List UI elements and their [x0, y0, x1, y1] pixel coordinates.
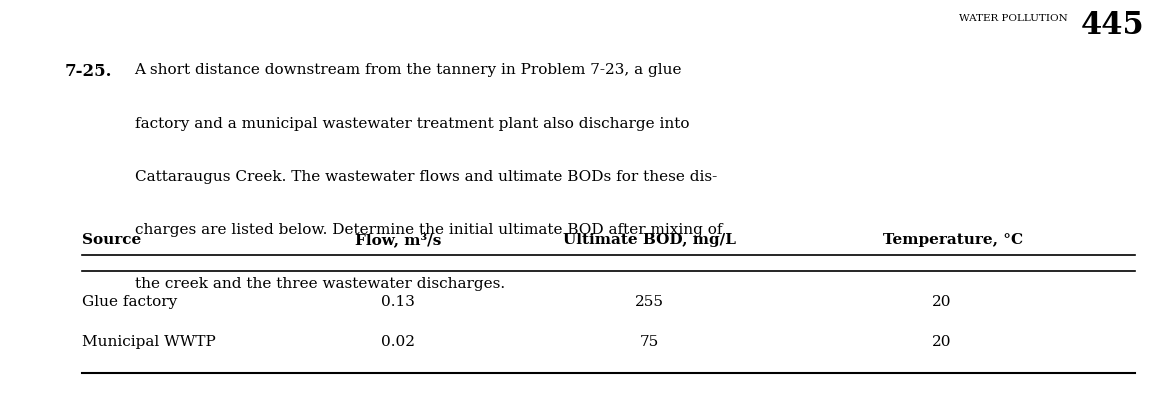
Text: Flow, m³/s: Flow, m³/s — [355, 232, 441, 247]
Text: WATER POLLUTION: WATER POLLUTION — [959, 14, 1068, 23]
Text: Source: Source — [82, 233, 142, 247]
Text: A short distance downstream from the tannery in Problem 7-23, a glue: A short distance downstream from the tan… — [135, 63, 682, 77]
Text: Ultimate BOD, mg/L: Ultimate BOD, mg/L — [563, 233, 736, 247]
Text: Cattaraugus Creek. The wastewater flows and ultimate BODs for these dis-: Cattaraugus Creek. The wastewater flows … — [135, 170, 717, 184]
Text: Temperature, °C: Temperature, °C — [883, 233, 1024, 247]
Text: the creek and the three wastewater discharges.: the creek and the three wastewater disch… — [135, 276, 504, 290]
Text: 20: 20 — [932, 295, 951, 309]
Text: 75: 75 — [640, 335, 659, 349]
Text: Municipal WWTP: Municipal WWTP — [82, 335, 215, 349]
Text: factory and a municipal wastewater treatment plant also discharge into: factory and a municipal wastewater treat… — [135, 117, 689, 130]
Text: 255: 255 — [635, 295, 663, 309]
Text: charges are listed below. Determine the initial ultimate BOD after mixing of: charges are listed below. Determine the … — [135, 223, 722, 237]
Text: 0.13: 0.13 — [381, 295, 414, 309]
Text: 445: 445 — [1081, 10, 1144, 41]
Text: 7-25.: 7-25. — [64, 63, 112, 80]
Text: 0.02: 0.02 — [380, 335, 415, 349]
Text: Glue factory: Glue factory — [82, 295, 177, 309]
Text: 20: 20 — [932, 335, 951, 349]
